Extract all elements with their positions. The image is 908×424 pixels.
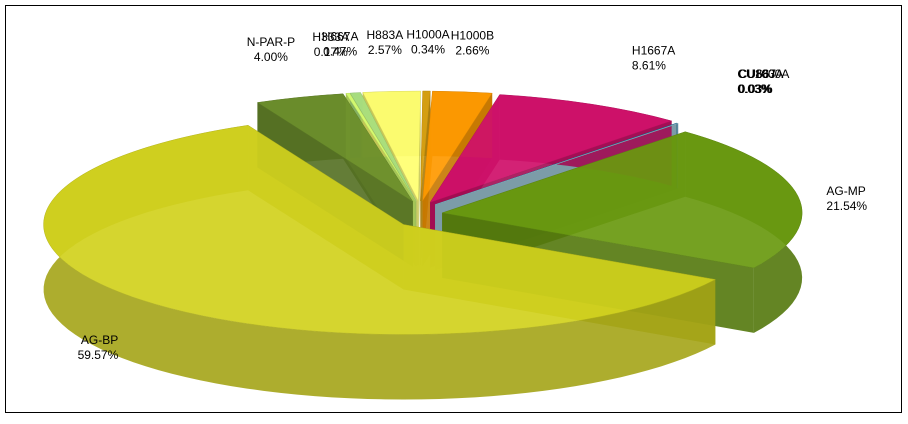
slice-value-label: 0.47%: [323, 45, 357, 59]
slice-value-label: 0.03%: [739, 82, 773, 96]
slice-label: H1667A: [632, 44, 675, 58]
slice-label: CU667: [739, 67, 777, 81]
slice-label: AG-MP: [826, 184, 865, 198]
slice-label: CU883A: [738, 67, 783, 81]
slice: [435, 123, 680, 205]
slice-value-label: 59.57%: [78, 348, 119, 362]
slice: [256, 93, 414, 202]
slice: [429, 94, 673, 203]
slice: [345, 92, 416, 202]
slice-label: N-PAR-P: [247, 35, 295, 49]
slice: [43, 125, 717, 335]
slice-value-label: 4.00%: [254, 50, 288, 64]
slice-label: H333A: [312, 30, 349, 44]
slice-label: H1000A: [406, 28, 449, 42]
slice: [422, 90, 493, 202]
slice: [349, 92, 417, 202]
slice-label: CU1000A: [737, 67, 789, 81]
slice-label: H883A: [367, 28, 404, 42]
slice-label: H667A: [322, 30, 359, 44]
slice: [442, 131, 803, 269]
slice-label: H1000B: [451, 28, 494, 42]
slice-value-label: 21.54%: [826, 199, 867, 213]
slice-value-label: 0.03%: [738, 82, 772, 96]
slice-value-label: 0.34%: [411, 43, 445, 57]
slice-value-label: 2.57%: [368, 43, 402, 57]
slice-value-label: 2.66%: [455, 43, 489, 57]
slice-value-label: 0.03%: [737, 82, 771, 96]
slice: [420, 90, 431, 202]
slice: [362, 90, 421, 202]
slice-label: AG-BP: [81, 333, 118, 347]
slice-value-label: 8.61%: [632, 59, 666, 73]
slice-value-label: 0.17%: [314, 45, 348, 59]
